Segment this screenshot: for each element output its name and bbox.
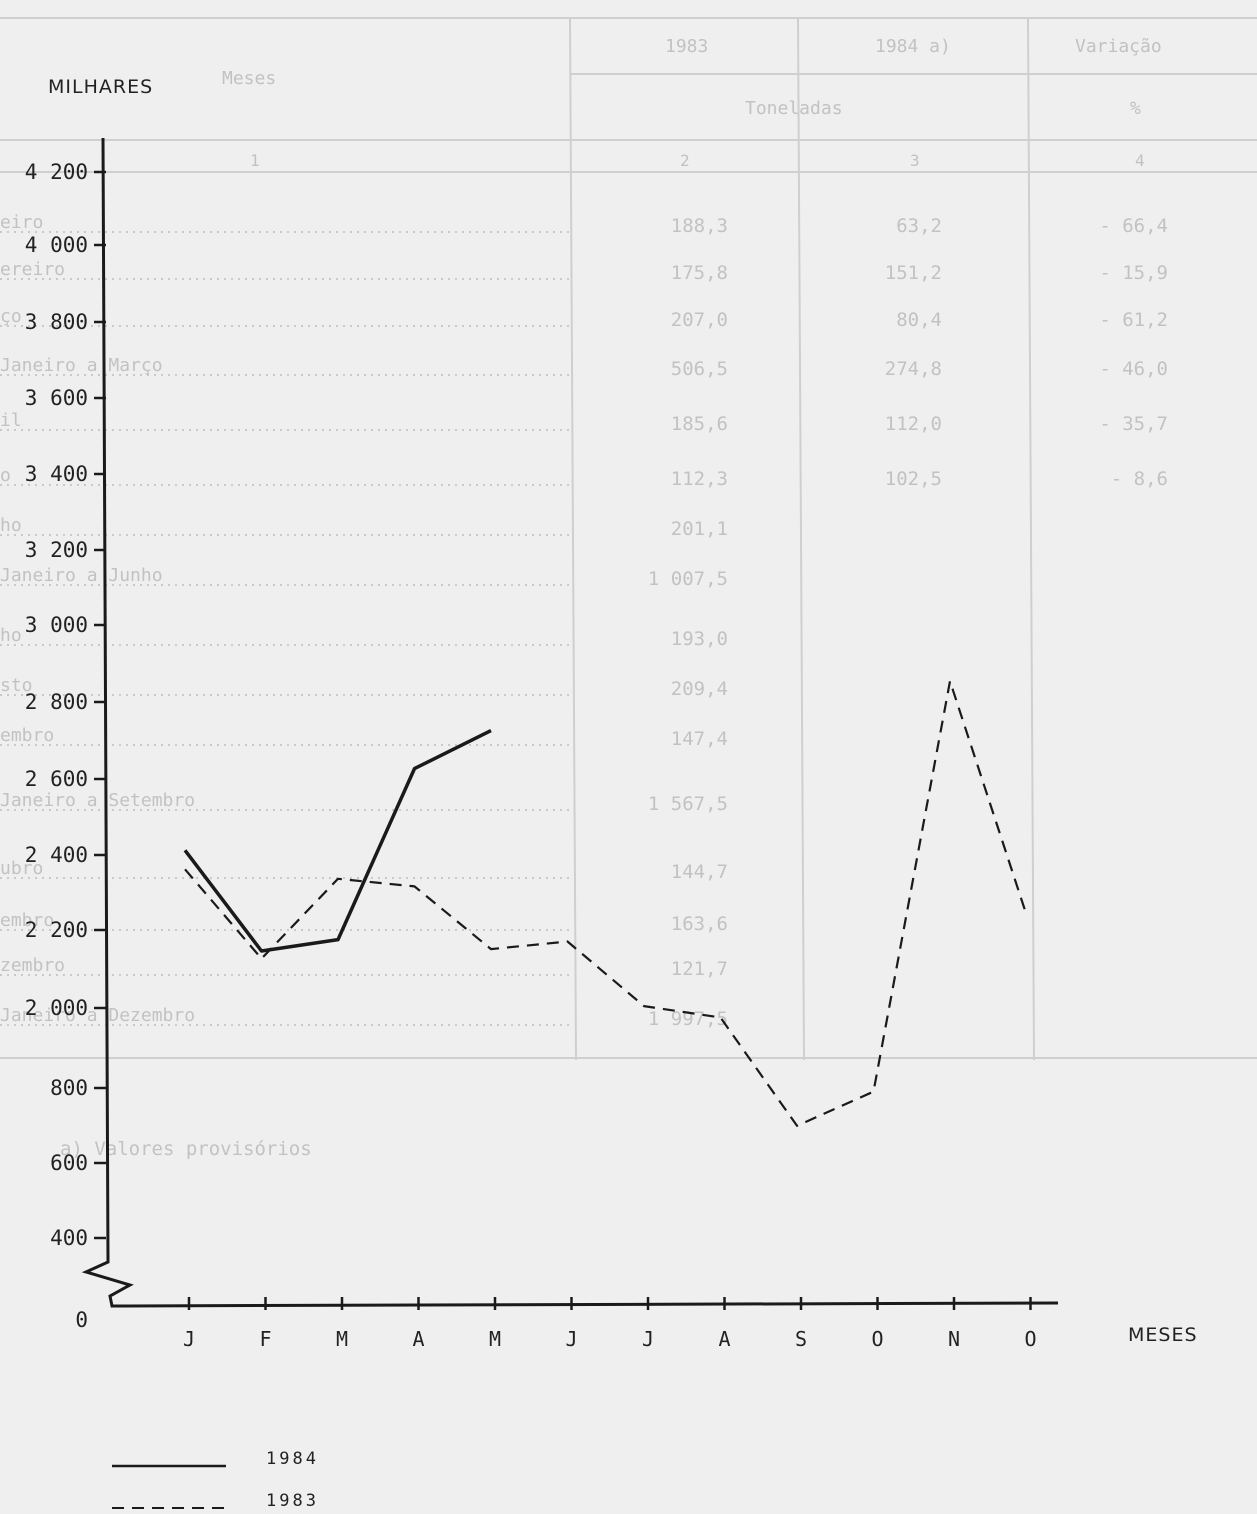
table-cell-1983: 193,0 <box>671 628 728 650</box>
table-cell-variacao: - 35,7 <box>1099 413 1168 435</box>
y-tick-label: 3 000 <box>25 613 88 637</box>
table-header-percent: % <box>1130 98 1141 119</box>
table-cell-1983: 185,6 <box>671 413 728 435</box>
x-tick-label: N <box>948 1327 960 1351</box>
table-cell-1983: 209,4 <box>671 678 728 700</box>
table-row-label: ço <box>0 306 22 327</box>
table-cell-1984: 151,2 <box>885 262 942 284</box>
axis-lines <box>81 137 1059 1308</box>
x-tick-label: J <box>642 1327 654 1351</box>
y-tick-label: 4 000 <box>25 233 88 257</box>
series-group <box>183 680 1028 1127</box>
table-cell-1984: 80,4 <box>896 309 942 331</box>
y-tick-label: 2 200 <box>25 918 88 942</box>
legend-label-1983: 1983 <box>266 1491 319 1511</box>
x-tick-label: M <box>336 1327 348 1351</box>
table-cell-1983: 201,1 <box>671 518 728 540</box>
y-tick-label: 2 800 <box>25 690 88 714</box>
table-row-label: ho <box>0 625 22 646</box>
y-axis-ticks: 0 400 600 800 2 000 2 200 2 400 2 600 2 800 3 000… <box>25 160 106 1332</box>
table-header-variacao: Variação <box>1075 36 1162 57</box>
y-tick-label: 3 600 <box>25 386 88 410</box>
table-row-label: Janeiro a Setembro <box>0 790 195 811</box>
table-cell-1983: 144,7 <box>671 861 728 883</box>
x-tick-label: F <box>259 1327 271 1351</box>
series-line-1983 <box>184 680 1028 1127</box>
table-cell-1983: 1 007,5 <box>648 568 728 590</box>
x-tick-label: A <box>412 1327 424 1351</box>
table-cell-1983: 1 567,5 <box>648 793 728 815</box>
y-tick-label: 3 200 <box>25 538 88 562</box>
table-row-label: sto <box>0 675 33 696</box>
y-tick-label: 2 400 <box>25 843 88 867</box>
table-cell-1984: 102,5 <box>885 468 942 490</box>
y-tick-label: 2 000 <box>25 996 88 1020</box>
y-tick-label: 3 800 <box>25 310 88 334</box>
y-tick-label: 400 <box>50 1226 88 1250</box>
table-cell-1983: 147,4 <box>671 728 728 750</box>
table-row-label: Janeiro a Dezembro <box>0 1005 195 1026</box>
x-tick-label: J <box>565 1327 577 1351</box>
table-cell-1983: 121,7 <box>671 958 728 980</box>
series-line-1984 <box>183 729 492 953</box>
table-row-label: Janeiro a Junho <box>0 565 163 586</box>
table-cell-variacao: - 8,6 <box>1111 468 1168 490</box>
legend: 1984 1983 <box>112 1449 319 1511</box>
y-tick-label: 3 400 <box>25 462 88 486</box>
table-footnote: a) Valores provisórios <box>60 1138 312 1160</box>
table-row-label: embro <box>0 725 54 746</box>
table-colnum-3: 3 <box>910 151 920 170</box>
background-table: Meses 1983 1984 a) Variação Toneladas % … <box>0 17 1257 1160</box>
table-row-label: ereiro <box>0 259 65 280</box>
table-colnum-2: 2 <box>680 151 690 170</box>
table-header-1983: 1983 <box>665 36 708 57</box>
y-axis-label: MILHARES <box>48 76 153 98</box>
x-tick-label: S <box>795 1327 807 1351</box>
table-row-label: zembro <box>0 955 65 976</box>
table-row-label: il <box>0 410 22 431</box>
table-cell-1983: 1 997,5 <box>648 1008 728 1030</box>
y-tick-label: 800 <box>50 1076 88 1100</box>
table-cell-variacao: - 61,2 <box>1099 309 1168 331</box>
table-row-label: embro <box>0 910 54 931</box>
table-row-label: Janeiro a Março <box>0 355 163 376</box>
table-header-meses: Meses <box>222 68 276 89</box>
legend-label-1984: 1984 <box>266 1449 319 1469</box>
y-tick-label: 2 600 <box>25 767 88 791</box>
x-tick-label: O <box>871 1327 883 1351</box>
table-cell-1983: 207,0 <box>671 309 728 331</box>
table-row-label: eiro <box>0 212 43 233</box>
table-row-label: o <box>0 465 11 486</box>
table-header-toneladas: Toneladas <box>745 98 843 119</box>
table-colnum-1: 1 <box>250 151 260 170</box>
y-tick-label: 0 <box>75 1308 88 1332</box>
table-cell-1983: 506,5 <box>671 358 728 380</box>
x-tick-label: A <box>718 1327 730 1351</box>
table-cell-variacao: - 66,4 <box>1099 215 1168 237</box>
axes <box>81 137 1059 1308</box>
x-tick-label: M <box>489 1327 501 1351</box>
table-cell-1984: 112,0 <box>885 413 942 435</box>
table-cell-1984: 63,2 <box>896 215 942 237</box>
table-row-label: ubro <box>0 858 43 879</box>
table-colnum-4: 4 <box>1135 151 1145 170</box>
table-cell-1983: 188,3 <box>671 215 728 237</box>
table-row-label: ho <box>0 515 22 536</box>
x-tick-label: J <box>183 1327 195 1351</box>
table-cell-1983: 163,6 <box>671 913 728 935</box>
table-cell-1983: 112,3 <box>671 468 728 490</box>
y-tick-label: 600 <box>50 1151 88 1175</box>
table-cell-1984: 274,8 <box>885 358 942 380</box>
table-cell-1983: 175,8 <box>671 262 728 284</box>
table-cell-variacao: - 15,9 <box>1099 262 1168 284</box>
x-tick-label: O <box>1024 1327 1036 1351</box>
table-cell-variacao: - 46,0 <box>1099 358 1168 380</box>
x-axis-label: MESES <box>1128 1324 1198 1346</box>
table-header-1984: 1984 a) <box>875 36 951 57</box>
y-tick-label: 4 200 <box>25 160 88 184</box>
